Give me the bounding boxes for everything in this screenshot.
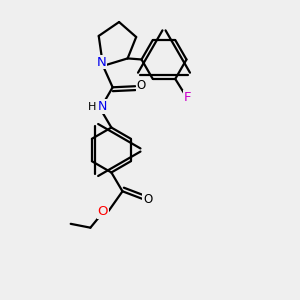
- Text: N: N: [97, 56, 106, 69]
- Text: O: O: [98, 205, 108, 218]
- Text: F: F: [184, 91, 191, 104]
- Text: H: H: [88, 102, 96, 112]
- Text: O: O: [136, 79, 146, 92]
- Text: O: O: [143, 194, 152, 206]
- Text: N: N: [98, 100, 107, 113]
